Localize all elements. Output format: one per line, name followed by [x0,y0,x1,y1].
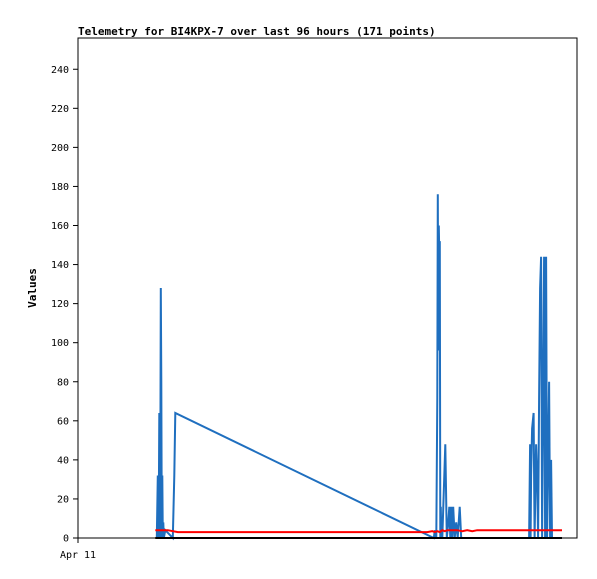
y-tick-label: 120 [51,299,69,310]
y-tick-label: 240 [51,65,69,76]
y-tick-label: 200 [51,143,69,154]
y-tick-label: 160 [51,221,69,232]
y-tick-label: 20 [57,494,69,505]
y-axis-label: Values [26,268,39,308]
y-tick-label: 180 [51,182,69,193]
y-tick-label: 40 [57,455,69,466]
y-tick-label: 100 [51,338,69,349]
y-tick-label: 140 [51,260,69,271]
series-group [155,194,562,541]
y-tick-label: 60 [57,416,69,427]
x-axis: Apr 11 [60,538,96,561]
y-axis: 0 20 40 60 80 100 120 140 160 180 200 220 240 [51,65,78,545]
y-tick-label: 0 [63,534,69,545]
series-line-0 [155,194,560,541]
plot-area [77,37,578,539]
x-tick-label: Apr 11 [60,550,96,561]
chart-title: Telemetry for BI4KPX-7 over last 96 hour… [78,25,436,38]
y-tick-label: 80 [57,377,69,388]
y-tick-label: 220 [51,104,69,115]
series-line-1 [155,529,562,534]
